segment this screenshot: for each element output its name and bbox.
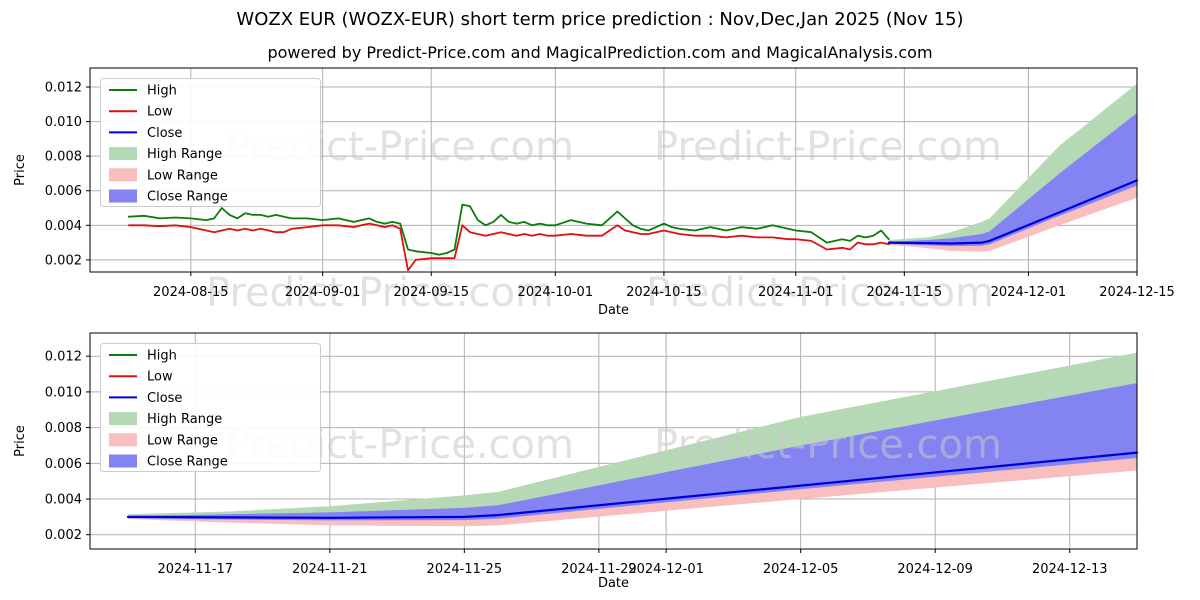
close-range-band [128,383,1137,521]
x-tick-label: 2024-12-05 [763,562,839,577]
legend-swatch-close-range [109,189,137,203]
legend-label: High [147,349,177,364]
y-tick-label: 0.002 [45,528,82,543]
x-tick-label: 2024-10-15 [626,285,702,300]
y-axis-label: Price [13,425,28,457]
legend-box [100,343,321,472]
close-range-band [888,112,1137,247]
legend-label: Low Range [147,433,218,448]
y-tick-label: 0.008 [45,150,82,165]
plot-border [89,67,1138,273]
x-tick-label: 2024-09-01 [285,285,361,300]
low-line [127,222,890,272]
legend-swatch-high-range [109,412,137,426]
x-tick-label: 2024-12-01 [628,562,704,577]
y-tick-label: 0.008 [45,421,82,436]
y-tick-label: 0.012 [45,350,82,365]
watermark-text: Predict-Price.com [654,422,1002,468]
x-tick-label: 2024-10-01 [518,285,594,300]
legend-swatch-low-range [109,168,137,182]
watermark-text: Predict-Price.com [206,270,554,316]
x-tick-label: 2024-12-09 [897,562,973,577]
legend: High Low Close High Range Low Range Close Ran… [100,78,321,207]
legend: High Low Close High Range Low Range Close Ran… [100,343,321,472]
x-tick-label: 2024-11-17 [157,562,233,577]
close-line [887,179,1139,245]
legend-label: High Range [147,147,222,162]
watermark-text: Predict-Price.com [654,124,1002,170]
x-tick-label: 2024-08-15 [153,285,229,300]
x-tick-label: 2024-11-15 [867,285,943,300]
x-tick-label: 2024-11-01 [758,285,834,300]
high-line [127,203,890,256]
x-tick-label: 2024-11-29 [561,562,637,577]
y-tick-label: 0.004 [45,219,82,234]
x-tick-label: 2024-11-21 [292,562,368,577]
chart-bottom: Predict-Price.com Predict-Price.comHighLo… [13,332,1139,591]
watermark-text: Predict-Price.com [646,270,994,316]
y-axis-label: Price [13,154,28,186]
y-tick-label: 0.004 [45,493,82,508]
chart-top: Predict-Price.com Predict-Price.com Predic… [13,67,1175,318]
legend-box [100,78,321,207]
x-tick-label: 2024-09-15 [393,285,469,300]
chart-title: WOZX EUR (WOZX-EUR) short term price pre… [236,9,964,30]
y-tick-label: 0.010 [45,385,82,400]
x-tick-label: 2024-12-15 [1099,285,1175,300]
legend-label: Low Range [147,168,218,183]
legend-label: Low [147,370,173,385]
x-tick-label: 2024-12-13 [1032,562,1108,577]
chart-subtitle: powered by Predict-Price.com and Magical… [267,43,933,62]
y-tick-label: 0.002 [45,253,82,268]
x-axis-label: Date [598,303,629,318]
x-tick-label: 2024-12-01 [991,285,1067,300]
legend-label: Close Range [147,455,228,470]
y-tick-label: 0.010 [45,115,82,130]
close-line [126,451,1139,519]
y-tick-label: 0.006 [45,457,82,472]
legend-swatch-high-range [109,147,137,161]
y-tick-label: 0.012 [45,81,82,96]
y-tick-label: 0.006 [45,184,82,199]
legend-label: Close [147,391,182,406]
legend-swatch-low-range [109,433,137,447]
legend-label: High Range [147,412,222,427]
legend-label: High [147,84,177,99]
legend-label: Low [147,105,173,120]
x-tick-label: 2024-11-25 [427,562,503,577]
legend-swatch-close-range [109,454,137,468]
legend-label: Close [147,126,182,141]
plot-border [89,332,1138,550]
x-axis-label: Date [598,576,629,591]
legend-label: Close Range [147,190,228,205]
